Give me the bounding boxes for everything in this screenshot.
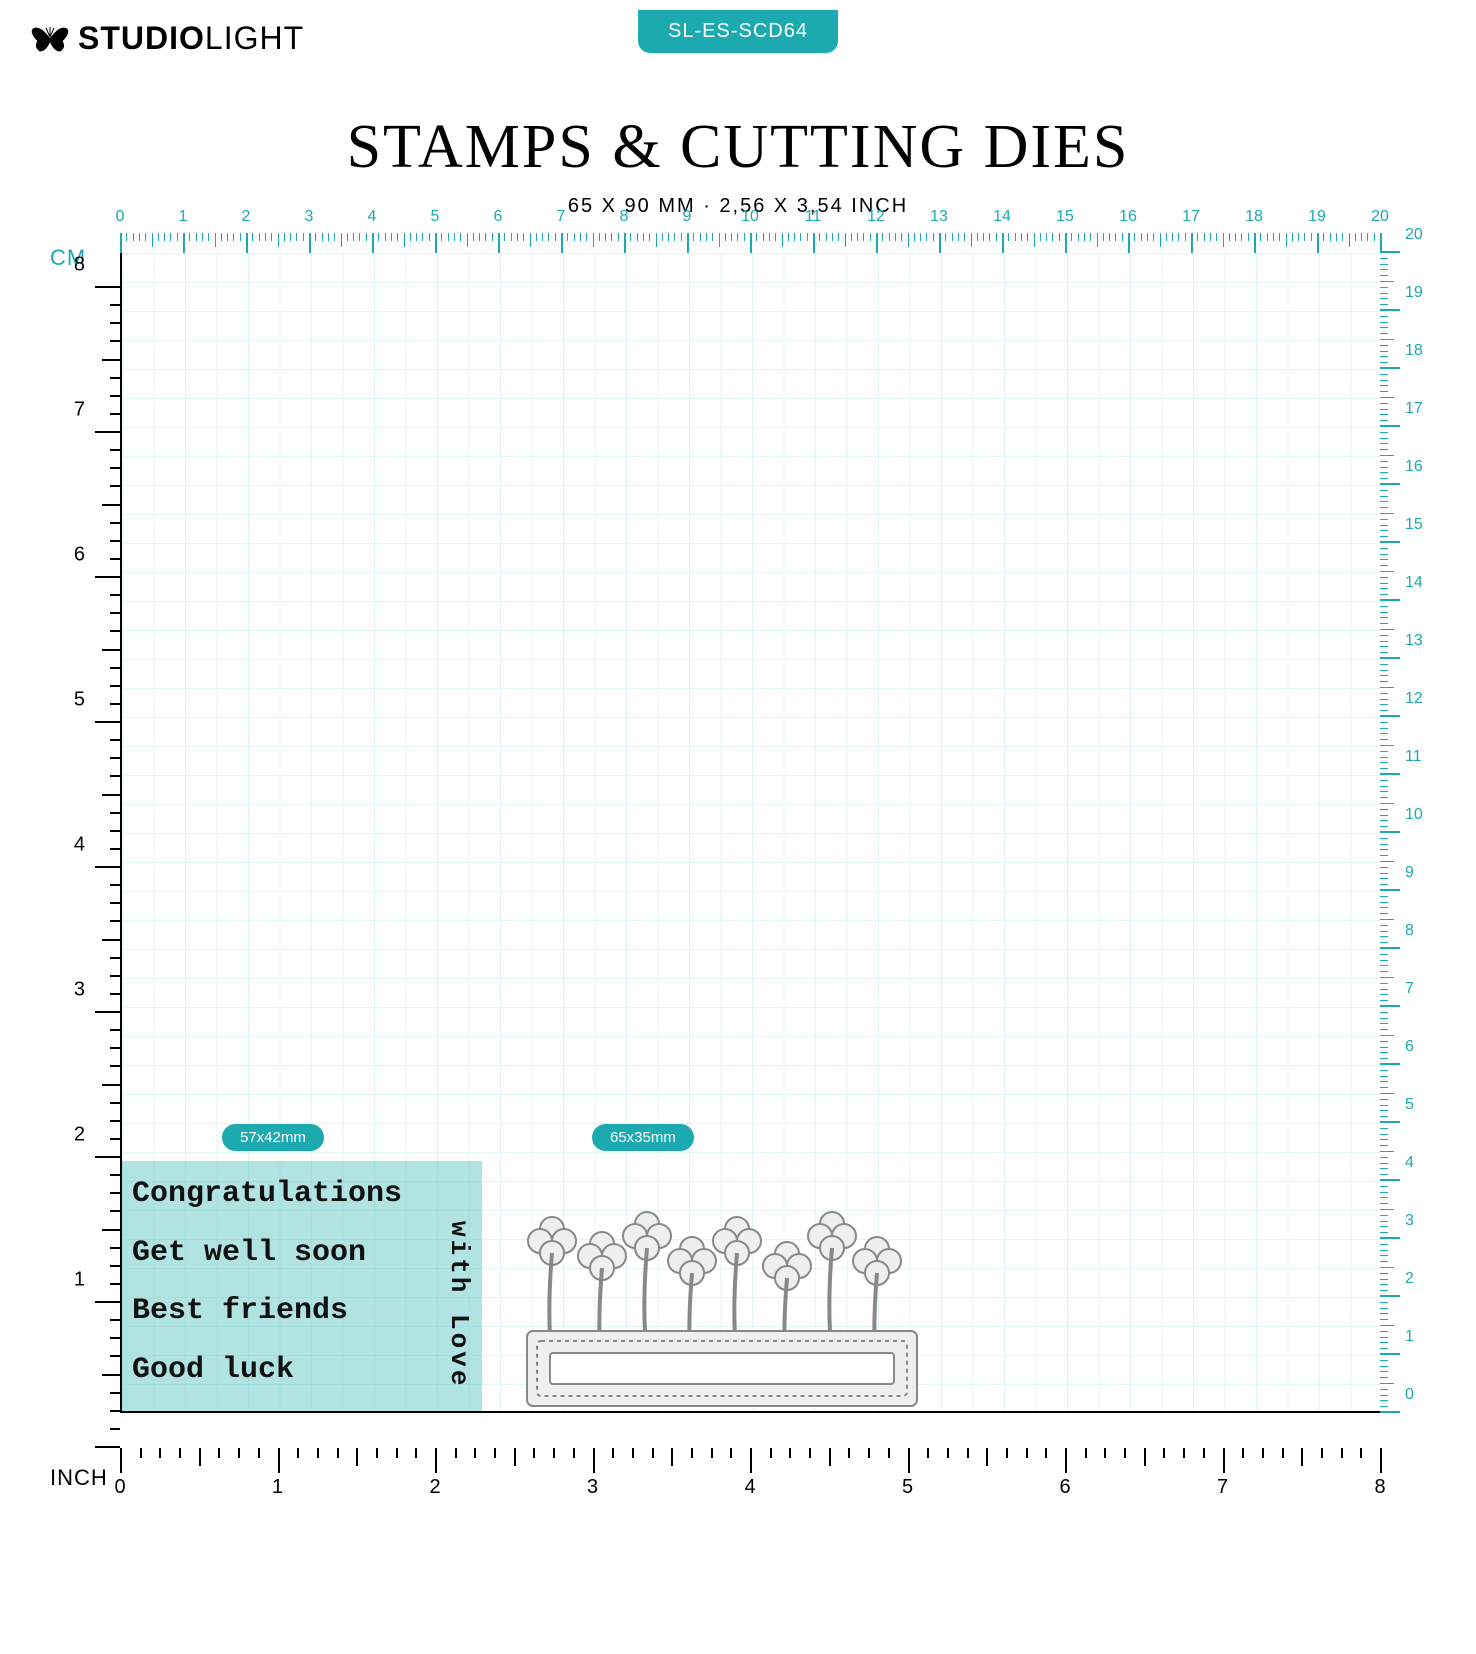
brand-logo: STUDIOLIGHT xyxy=(30,20,304,57)
inch-label: INCH xyxy=(50,1465,108,1491)
stamp-line: Best friends xyxy=(132,1282,472,1341)
die-size-pill: 65x35mm xyxy=(592,1124,694,1151)
stamp-text-lines: CongratulationsGet well soonBest friends… xyxy=(122,1161,482,1403)
die-svg xyxy=(522,1201,922,1411)
stamp-line: Good luck xyxy=(132,1341,472,1400)
die-preview xyxy=(522,1201,922,1411)
cm-top-ruler: 01234567891011121314151617181920 xyxy=(120,218,1380,253)
inch-left-ruler: 12345678 xyxy=(90,288,120,1448)
grid-canvas: 01234567891011121314151617181920 57x42mm… xyxy=(120,253,1380,1413)
stamp-preview: CongratulationsGet well soonBest friends… xyxy=(122,1161,482,1411)
butterfly-icon xyxy=(30,23,70,55)
brand-text: STUDIOLIGHT xyxy=(78,20,304,57)
stamp-line: Congratulations xyxy=(132,1165,472,1224)
sku-badge: SL-ES-SCD64 xyxy=(638,10,838,53)
inch-bottom-ruler: 012345678 xyxy=(120,1448,1380,1483)
stamp-line: Get well soon xyxy=(132,1224,472,1283)
page-title: STAMPS & CUTTING DIES xyxy=(0,112,1476,183)
stamp-size-pill: 57x42mm xyxy=(222,1124,324,1151)
stamp-vertical-text: with Love xyxy=(444,1221,474,1388)
cm-right-ruler: 01234567891011121314151617181920 xyxy=(1380,253,1415,1413)
